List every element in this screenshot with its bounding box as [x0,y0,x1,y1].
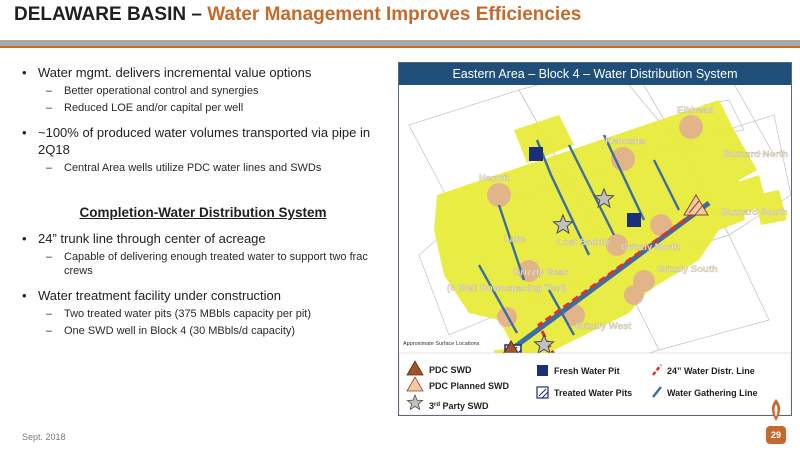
title-accent: Water Management Improves Efficiencies [207,4,582,25]
legend-third-party-icon [406,393,424,411]
legend-gathering-line-icon [652,386,662,398]
sub-bullet: Reduced LOE and/or capital per well [38,101,384,115]
slide-title: DELAWARE BASIN – Water Management Improv… [14,4,581,26]
sub-bullet: Better operational control and synergies [38,84,384,98]
fresh-water-pit-north [529,147,543,161]
label-lake: Lake [504,234,526,245]
bullet-column: Water mgmt. delivers incremental value o… [22,64,384,341]
legend-fresh-water-pit: Fresh Water Pit [554,366,620,376]
legend-pdc-swd-icon [406,360,424,376]
title-main: DELAWARE BASIN [14,4,187,25]
footer-date: Sept. 2018 [22,432,66,442]
legend-planned-swd-icon [406,376,424,392]
section-subheading: Completion-Water Distribution System [79,205,327,220]
legend-distr-line: 24” Water Distr. Line [667,366,755,376]
water-distribution-map: Eastern Area – Block 4 – Water Distribut… [398,62,792,416]
label-grizzly-north: Grizzly North [621,242,680,253]
label-elkhead: Elkhead [677,105,714,116]
map-canvas: Elkhead Kenosha Buzzard North Hermit Buz… [399,85,791,415]
label-grizzly-south: Grizzly South [657,264,718,275]
legend-treated-water-pits: Treated Water Pits [554,388,632,398]
map-legend: PDC SWD PDC Planned SWD 3rd Party SWD Fr… [399,352,791,415]
label-grizzly-west: Grizzly West [575,321,632,332]
sub-bullet: Capable of delivering enough treated wat… [38,250,384,278]
legend-gathering-line: Water Gathering Line [667,388,758,398]
bullet-produced-water: ~100% of produced water volumes transpor… [22,124,384,158]
map-header: Eastern Area – Block 4 – Water Distribut… [399,63,791,85]
fresh-water-pit-east [627,213,641,227]
label-downspacing: (6 Well Downspacing Test) [447,283,566,294]
label-kenosha: Kenosha [605,136,646,147]
page-number: 29 [766,426,786,444]
legend-distr-line-icon [652,364,662,376]
label-lost-saddle: Lost Saddle [557,237,611,248]
title-separator: – [186,4,208,25]
title-rule-gray [0,40,800,46]
sub-bullet: Two treated water pits (375 MBbls capaci… [38,307,384,321]
sub-bullet: One SWD well in Block 4 (30 MBbls/d capa… [38,324,384,338]
legend-treated-pit-hatch [538,388,549,399]
bullet-trunk-line: 24” trunk line through center of acreage [22,230,384,247]
legend-pdc-swd: PDC SWD [429,365,472,375]
bullet-water-mgmt: Water mgmt. delivers incremental value o… [22,64,384,81]
third-party-swd-stars [533,187,615,355]
third-party-suffix: Party SWD [440,401,489,411]
bullet-treatment-facility: Water treatment facility under construct… [22,287,384,304]
legend-box [399,352,791,415]
company-logo-icon [771,399,781,421]
third-party-sup: rd [434,402,440,408]
sub-bullet: Central Area wells utilize PDC water lin… [38,161,384,175]
title-rule-orange [0,46,800,48]
legend-third-party-swd: 3rd Party SWD [429,401,489,411]
legend-pdc-planned-swd: PDC Planned SWD [429,381,510,391]
planned-swd-hatch [688,200,704,216]
approx-surface-label: Approximate Surface Locations [403,341,480,347]
legend-fresh-pit-icon [537,365,548,376]
gathering-lines [477,134,681,336]
map-labels: Elkhead Kenosha Buzzard North Hermit Buz… [447,105,788,332]
label-grizzly-bear: Grizzly Bear [513,267,568,278]
third-party-prefix: 3 [429,401,434,411]
label-buzzard-south: Buzzard South [721,207,788,218]
label-hermit: Hermit [479,173,510,184]
label-buzzard-north: Buzzard North [723,149,788,160]
